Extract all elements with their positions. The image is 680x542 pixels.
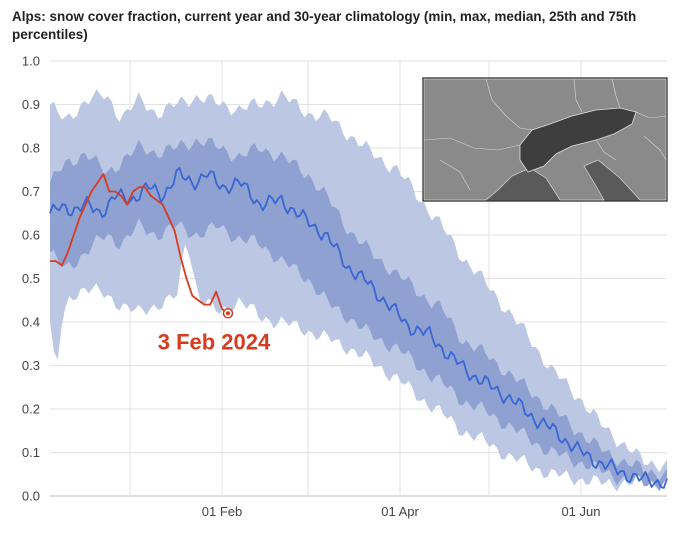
- current-date-marker-dot: [225, 311, 230, 316]
- y-tick-label: 0.1: [22, 445, 40, 460]
- inset-map-borders: [423, 78, 667, 191]
- x-tick-label: 01 Feb: [202, 504, 242, 519]
- x-tick-label: 01 Jun: [561, 504, 600, 519]
- x-axis-ticks: 01 Feb 01 Apr 01 Jun: [202, 504, 601, 519]
- y-tick-label: 0.6: [22, 228, 40, 243]
- y-tick-label: 0.2: [22, 402, 40, 417]
- chart-title: Alps: snow cover fraction, current year …: [12, 9, 637, 42]
- median-line: [49, 167, 668, 489]
- y-tick-label: 0.3: [22, 358, 40, 373]
- data-lines: [49, 167, 668, 489]
- current-year-line: [50, 173, 229, 315]
- y-tick-label: 1.0: [22, 54, 40, 69]
- y-tick-label: 0.4: [22, 315, 40, 330]
- x-tick-label: 01 Apr: [381, 504, 419, 519]
- y-tick-label: 0.7: [22, 184, 40, 199]
- inset-map: [422, 77, 668, 202]
- y-tick-label: 0.9: [22, 97, 40, 112]
- y-tick-label: 0.8: [22, 141, 40, 156]
- y-tick-label: 0.5: [22, 271, 40, 286]
- inset-map-alps-region: [519, 107, 637, 173]
- current-date-annotation: 3 Feb 2024: [158, 329, 271, 354]
- current-date-marker: [222, 308, 234, 319]
- y-tick-label: 0.0: [22, 489, 40, 504]
- y-axis-ticks: 0.0 0.1 0.2 0.3 0.4 0.5 0.6 0.7 0.8 0.9 1.0: [22, 54, 40, 504]
